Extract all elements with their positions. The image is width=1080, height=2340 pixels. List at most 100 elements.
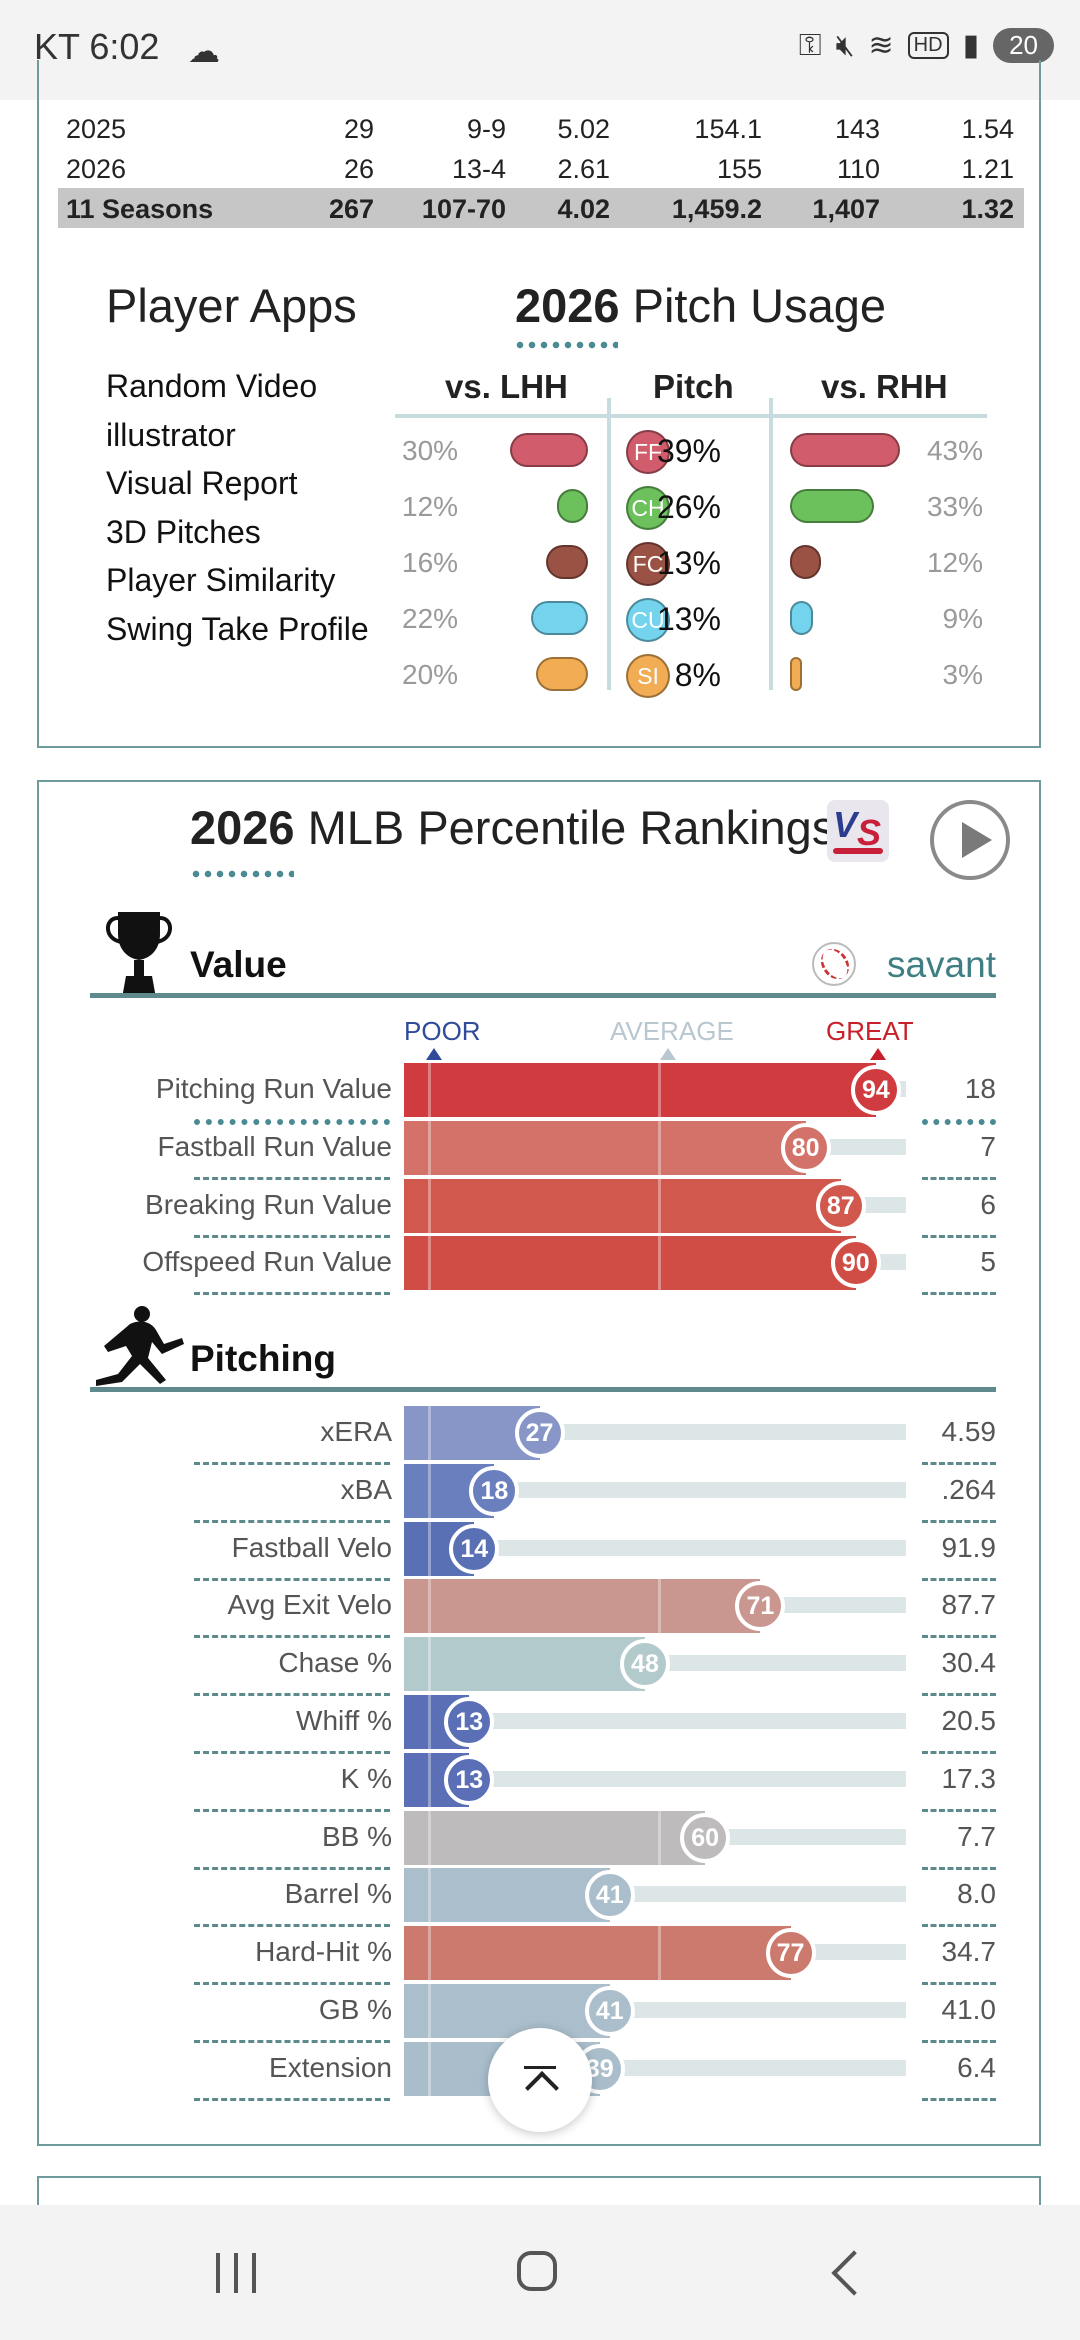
player-app-link[interactable]: Visual Report [106, 465, 298, 501]
metric-label: Fastball Velo [231, 1531, 392, 1563]
rhh-usage-pill [790, 489, 875, 523]
metric-value: 7 [980, 1130, 996, 1162]
scroll-to-top-icon[interactable] [488, 2028, 592, 2132]
row-divider [922, 1119, 996, 1125]
percentile-track [404, 1481, 906, 1498]
row-divider [194, 1519, 390, 1523]
hd-icon: HD [907, 32, 949, 59]
lhh-usage-pill [530, 601, 588, 635]
section-divider [90, 1387, 996, 1392]
row-divider [922, 1866, 996, 1870]
rhh-percent: 9% [942, 603, 983, 634]
lhh-usage-pill [510, 433, 588, 467]
poor-marker [426, 1048, 442, 1060]
table-total-row: 11 Seasons 267 107-70 4.02 1,459.2 1,407 1.32 [58, 188, 1024, 228]
strikeouts-cell: 1,407 [812, 194, 880, 224]
era-cell: 2.61 [557, 154, 610, 184]
percentile-value-badge: 41 [584, 1870, 635, 1921]
overview-card [37, 60, 1041, 748]
percentile-bar [404, 1236, 856, 1291]
percentile-bar [404, 1637, 645, 1692]
percentile-bar [404, 1926, 791, 1981]
signal-icon: ▮ [962, 29, 980, 62]
metric-value: 30.4 [941, 1647, 997, 1679]
row-divider [194, 1292, 390, 1296]
percentile-row: xERA 27 4.59 [0, 1406, 1080, 1460]
lhh-percent: 22% [402, 603, 459, 634]
metric-value: .264 [941, 1473, 997, 1505]
next-card [37, 2176, 1041, 2216]
pitch-type-badge: CU [626, 598, 670, 642]
clock: KT 6:02 [34, 26, 160, 67]
games-cell: 29 [343, 114, 374, 144]
play-icon[interactable] [930, 800, 1010, 880]
bar-gridline [658, 1063, 661, 1117]
percentile-row: Fastball Velo 14 91.9 [0, 1521, 1080, 1576]
metric-label: Offspeed Run Value [142, 1246, 392, 1278]
metric-value: 4.59 [941, 1416, 997, 1447]
player-apps-title: Player Apps [106, 279, 357, 332]
player-app-link[interactable]: illustrator [106, 416, 236, 453]
strikeouts-cell: 143 [834, 114, 880, 144]
back-icon[interactable] [820, 2249, 880, 2299]
rhh-percent: 12% [926, 547, 983, 578]
metric-value: 17.3 [941, 1762, 997, 1794]
bar-gridline [658, 1120, 661, 1175]
section-label: Value [190, 944, 287, 985]
bar-gridline [658, 1926, 661, 1981]
rhh-usage-pill [790, 601, 813, 635]
metric-label: Chase % [278, 1647, 392, 1679]
battery-indicator: 20 [993, 28, 1054, 63]
rhh-percent: 43% [926, 435, 983, 466]
row-divider [922, 2097, 996, 2101]
metric-label: GB % [318, 1994, 392, 2025]
row-divider [922, 1808, 996, 1812]
percentile-bar [404, 1579, 761, 1634]
row-divider [194, 1693, 390, 1697]
bar-gridline [428, 1926, 431, 1981]
metric-value: 6 [980, 1188, 996, 1220]
innings-cell: 155 [716, 154, 762, 184]
recent-apps-icon[interactable] [210, 2249, 270, 2299]
metric-value: 91.9 [941, 1531, 997, 1563]
percentile-track [404, 1770, 906, 1787]
savant-brand[interactable]: savant [886, 944, 996, 985]
rhh-percent: 3% [942, 659, 983, 690]
average-marker [660, 1048, 676, 1060]
row-divider [194, 1176, 390, 1180]
row-divider [194, 1577, 390, 1581]
pitch-type-badge: CH [626, 486, 670, 530]
pitch-usage-table: vs. LHH Pitch vs. RHH 30% FF 39% 43% 12% CH 26… [395, 360, 995, 700]
bar-gridline [428, 1178, 431, 1233]
player-app-link[interactable]: Player Similarity [106, 562, 336, 598]
season-cell: 2026 [66, 154, 127, 184]
metric-value: 34.7 [941, 1936, 997, 1968]
scale-average-label: AVERAGE [610, 1016, 734, 1046]
row-divider [922, 1751, 996, 1754]
lhh-usage-pill [536, 657, 588, 691]
metric-value: 87.7 [941, 1589, 997, 1621]
player-app-link[interactable]: 3D Pitches [106, 513, 261, 550]
lhh-percent: 20% [402, 659, 459, 690]
player-app-link[interactable]: Swing Take Profile [106, 610, 369, 647]
column-divider [607, 398, 611, 690]
percentile-rankings-card [37, 780, 1041, 2146]
player-app-link[interactable]: Random Video [106, 368, 318, 404]
title-underline-dots [514, 341, 618, 349]
career-stats-table: 2025 29 9-9 5.02 154.1 143 1.54 2026 26 13-4 2.61 1… [58, 108, 1024, 228]
metric-label: xBA [340, 1473, 392, 1505]
metric-value: 18 [964, 1073, 996, 1104]
row-divider [922, 1982, 996, 1986]
percentile-track [404, 1539, 906, 1556]
record-cell: 13-4 [451, 154, 506, 184]
row-divider [194, 2040, 390, 2043]
row-divider [194, 1808, 390, 1812]
home-icon[interactable] [513, 2249, 573, 2299]
row-divider [922, 1635, 996, 1639]
bar-gridline [428, 1463, 431, 1518]
bar-gridline [428, 1120, 431, 1175]
header-vs-rhh: vs. RHH [821, 368, 948, 405]
pitch-percent: 13% [656, 601, 721, 637]
metric-value: 7.7 [957, 1820, 996, 1852]
